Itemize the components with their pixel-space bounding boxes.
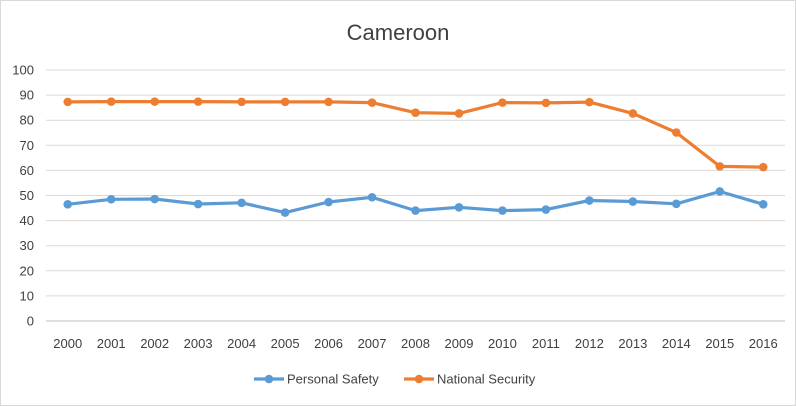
data-point [324,197,333,207]
data-point [541,205,551,214]
legend-item: National Security [404,372,536,387]
data-point [237,198,246,208]
series-national-security [63,97,768,172]
data-point [715,162,725,171]
data-point [672,199,681,209]
data-point [150,194,159,204]
data-point [150,97,159,106]
legend: Personal Safety National Security [254,372,536,387]
legend-swatch-marker [414,374,424,384]
legend-item: Personal Safety [254,372,379,387]
gridlines [46,69,785,322]
x-tick-label: 2016 [749,336,778,351]
y-axis-ticks: 0 10 20 30 40 50 60 70 80 90 100 [12,63,34,329]
x-tick-label: 2008 [401,336,430,351]
x-tick-label: 2002 [140,336,169,351]
y-tick-label: 10 [20,288,34,303]
x-tick-label: 2000 [53,336,82,351]
data-point [411,206,420,215]
y-tick-label: 0 [27,314,34,329]
data-point [280,208,290,217]
y-tick-label: 60 [20,163,34,178]
x-tick-label: 2010 [488,336,517,351]
x-axis-ticks: 2000 2001 2002 2003 2004 2005 2006 2007 2008 2009… [53,336,777,351]
data-point [237,97,246,107]
x-tick-label: 2012 [575,336,604,351]
data-point [585,196,594,205]
data-point [106,97,116,106]
y-tick-label: 70 [20,138,34,153]
data-point [193,97,203,106]
data-point [628,197,638,206]
data-point [454,109,464,118]
data-point [63,97,73,107]
chart-title: Cameroon [347,20,450,45]
x-tick-label: 2003 [184,336,213,351]
y-tick-label: 30 [20,238,34,253]
y-tick-label: 100 [12,63,34,78]
x-tick-label: 2006 [314,336,343,351]
y-tick-label: 50 [20,188,34,203]
x-tick-label: 2015 [705,336,734,351]
data-point [498,206,507,215]
x-tick-label: 2013 [618,336,647,351]
data-point [715,187,725,196]
data-point [411,108,420,117]
data-point [498,98,507,107]
y-tick-label: 90 [20,88,34,103]
data-point [672,128,681,137]
data-point [280,97,290,107]
legend-label: National Security [437,372,536,387]
y-tick-label: 20 [20,263,34,278]
data-point [63,199,73,209]
legend-label: Personal Safety [287,372,379,387]
x-tick-label: 2014 [662,336,691,351]
data-point [106,194,116,204]
data-point [585,97,594,107]
x-tick-label: 2007 [358,336,387,351]
data-point [628,109,638,118]
y-tick-label: 40 [20,213,34,228]
series-personal-safety [63,187,768,217]
data-point [324,97,333,107]
data-point [758,199,768,209]
x-tick-label: 2001 [97,336,126,351]
data-point [367,98,377,107]
legend-swatch-marker [264,374,274,384]
x-tick-label: 2005 [271,336,300,351]
data-point [367,192,377,202]
x-tick-label: 2004 [227,336,256,351]
x-tick-label: 2009 [445,336,474,351]
x-tick-label: 2011 [532,336,560,351]
data-point [454,202,464,212]
data-point [193,199,203,209]
series-layer [63,97,768,217]
data-point [541,98,551,108]
y-tick-label: 80 [20,113,34,128]
data-point [758,162,768,172]
